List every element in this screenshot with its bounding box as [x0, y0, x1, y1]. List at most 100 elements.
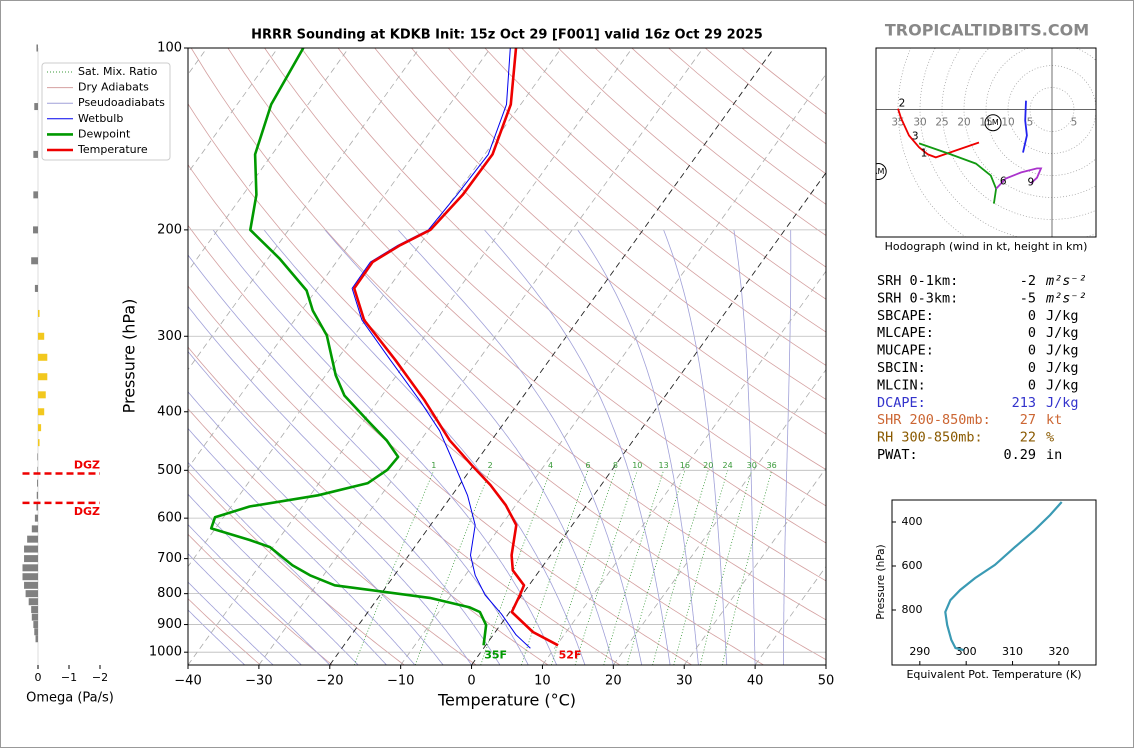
mixing-ratio-label: 4 [548, 461, 553, 470]
pseudoadiabat [577, 229, 699, 665]
y-tick-label: 800 [157, 586, 182, 601]
x-tick-label: 320 [1048, 645, 1069, 658]
y-tick-label: 200 [157, 222, 182, 237]
stat-value: 0.29 [1003, 447, 1036, 463]
mixing-ratio-label: 36 [767, 461, 777, 470]
legend-box [41, 62, 171, 161]
dry-adiabat [447, 48, 826, 366]
mixing-ratio-label: 30 [747, 461, 757, 470]
stat-value: 0 [1028, 360, 1036, 376]
stat-unit: J/kg [1046, 308, 1079, 324]
omega-bar [24, 545, 38, 553]
chart-title: HRRR Sounding at KDKB Init: 15z Oct 29 [… [251, 28, 763, 43]
isotherm [188, 48, 279, 174]
stat-value: 22 [1020, 430, 1036, 446]
legend-label: Dry Adiabats [78, 81, 149, 94]
mixing-ratio-label: 2 [488, 461, 493, 470]
stat-unit: % [1046, 430, 1054, 446]
dry-adiabat [188, 285, 621, 665]
mixing-ratio-line [626, 470, 686, 665]
pseudoadiabat [188, 305, 501, 665]
height-label: 9 [1028, 176, 1035, 188]
stat-unit: J/kg [1046, 377, 1079, 393]
mixing-ratio-label: 8 [613, 461, 618, 470]
thetae-x-label: Equivalent Pot. Temperature (K) [906, 668, 1081, 681]
omega-bar [24, 555, 38, 563]
dry-adiabat [300, 48, 826, 507]
y-tick-label: 600 [157, 511, 182, 526]
omega-bar [33, 191, 38, 199]
ring-label: 20 [957, 117, 970, 129]
surface-label: 35F [484, 648, 507, 661]
isotherm [188, 48, 491, 469]
omega-bar [33, 150, 38, 158]
omega-bar [28, 598, 38, 606]
hodograph-trace [918, 142, 998, 204]
legend-label: Wetbulb [78, 112, 123, 125]
mixing-ratio-label: 6 [585, 461, 590, 470]
ring-label: 5 [1071, 117, 1078, 129]
omega-bar [38, 439, 40, 447]
stat-unit: in [1046, 447, 1062, 463]
pseudoadiabat [188, 427, 416, 665]
pseudoadiabat [188, 254, 529, 665]
ring-label: 15 [979, 117, 992, 129]
dry-adiabat [337, 48, 826, 471]
dry-adiabat [484, 48, 826, 333]
x-tick-label: −2 [92, 671, 108, 684]
storm-motion-label: RM [872, 167, 885, 176]
x-axis-label: Temperature (°C) [437, 691, 576, 710]
y-tick-label: 100 [157, 41, 182, 56]
mixing-ratio-line [652, 470, 709, 665]
pseudoadiabat [263, 229, 586, 665]
thetae-frame [891, 499, 1097, 666]
thetae-panel: 290 300 310 320 400 600 800 [892, 515, 1069, 665]
plot-frame [187, 47, 827, 666]
dry-adiabat [227, 48, 826, 582]
pseudoadiabat [188, 523, 331, 665]
grid-line [542, 270, 826, 665]
legend-label: Temperature [77, 143, 148, 156]
grid-line [329, 48, 775, 665]
dry-adiabat [411, 48, 826, 400]
skewt-background [188, 48, 826, 665]
omega-bar [38, 408, 45, 416]
omega-bar [38, 309, 40, 317]
omega-bar [38, 424, 42, 432]
pseudoadiabat [397, 229, 643, 665]
stat-label: DCAPE: [877, 395, 926, 411]
stat-unit: m²s⁻² [1045, 273, 1087, 289]
stat-label: MLCIN: [877, 377, 926, 393]
stat-value: -2 [1020, 273, 1036, 289]
omega-bar [36, 491, 38, 499]
mixing-ratio-line [699, 470, 753, 665]
mixing-ratio-label: 13 [659, 461, 669, 470]
omega-bar [38, 391, 46, 399]
x-tick-label: −1 [61, 671, 77, 684]
stat-value: 0 [1028, 377, 1036, 393]
stat-value: 213 [1012, 395, 1036, 411]
dry-adiabat [188, 164, 764, 665]
height-label: 6 [1000, 176, 1007, 188]
y-tick-label: 700 [157, 551, 182, 566]
stat-label: SBCIN: [877, 360, 926, 376]
legend: Sat. Mix. Ratio Dry Adiabats Pseudoadiabat… [41, 62, 171, 161]
mixing-ratio-line [353, 470, 435, 665]
dry-adiabat [374, 48, 826, 435]
stat-value: -5 [1020, 290, 1036, 306]
thetae-line [944, 501, 1063, 652]
grid-line [258, 48, 704, 665]
x-tick-label: 300 [956, 645, 977, 658]
pseudoadiabat [324, 229, 614, 665]
mixing-ratio-line [673, 470, 728, 665]
omega-bar [37, 453, 38, 461]
pseudoadiabat [188, 391, 444, 665]
stat-unit: kt [1046, 412, 1062, 428]
omega-bar [34, 103, 38, 111]
x-tick-label: −30 [245, 674, 272, 689]
mixing-ratio-label: 16 [680, 461, 690, 470]
grid-line [188, 48, 633, 665]
x-tick-label: 30 [676, 674, 693, 689]
